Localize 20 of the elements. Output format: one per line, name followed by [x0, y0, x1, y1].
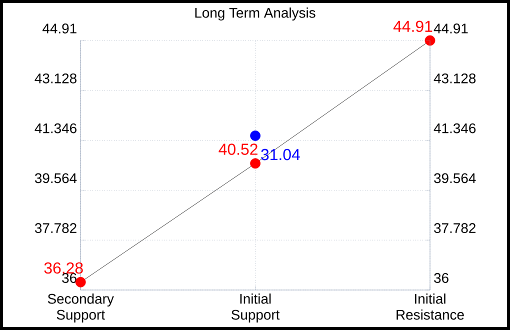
y2-tick-label: 43.128	[34, 73, 76, 84]
x-tick-label: Secondary Support	[48, 294, 114, 322]
annotation: 31.04	[261, 148, 300, 160]
y-tick-label: 37.782	[434, 223, 476, 234]
y-tick-label: 41.346	[434, 123, 476, 134]
y2-tick-label: 39.564	[34, 173, 77, 184]
y-tick-label: 39.564	[434, 173, 476, 184]
y-tick-label: 43.128	[434, 73, 476, 84]
data-label: 40.52	[218, 144, 258, 155]
y2-tick-label: 44.91	[42, 24, 76, 34]
data-label: 44.91	[393, 20, 432, 32]
x-tick-label: Initial Resistance	[396, 294, 464, 320]
y-tick-label: 44.91	[434, 24, 468, 34]
y2-tick-label: 37.782	[34, 223, 76, 234]
y2-tick-label: 36	[62, 273, 76, 283]
data-label: 36.28	[44, 262, 83, 274]
y-tick-label: 36	[434, 273, 448, 283]
chart-title: Long Term Analysis	[195, 8, 316, 21]
y2-tick-label: 41.346	[34, 123, 76, 134]
x-tick-label: Initial Support	[232, 294, 280, 322]
